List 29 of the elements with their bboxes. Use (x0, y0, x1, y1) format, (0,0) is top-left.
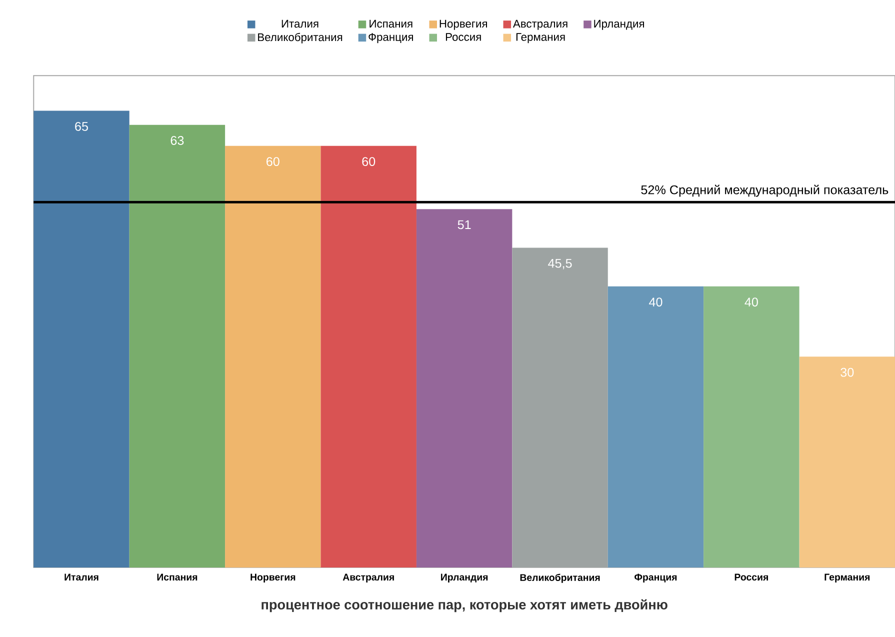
data-label: 60 (362, 156, 376, 166)
legend-label: Германия (516, 32, 565, 43)
legend-label: Италия (282, 20, 318, 28)
x-tick-label: Франция (634, 574, 677, 582)
x-tick-label: Россия (734, 574, 768, 580)
legend-label: Австралия (512, 20, 568, 30)
data-label: 51 (458, 220, 471, 229)
legend-label: Испания (370, 20, 412, 28)
data-label: 30 (840, 368, 854, 377)
data-label: 60 (266, 156, 280, 166)
x-tick-label: Германия (824, 574, 870, 582)
x-axis-title: процентное соотношение пар, которые хотят иметь двойню (262, 599, 668, 612)
ref-line-label: 52% Средний международный показатель (641, 184, 888, 197)
data-label: 63 (170, 136, 184, 145)
data-label: 40 (744, 297, 758, 306)
data-label: 65 (75, 122, 88, 131)
legend-label: Ирландия (594, 20, 644, 30)
legend-label: Великобритания (258, 32, 342, 44)
legend-label: Франция (368, 32, 413, 44)
x-tick-label: Австралия (342, 574, 394, 582)
x-tick-label: Испания (157, 574, 198, 580)
x-tick-label: Ирландия (441, 574, 488, 582)
data-label: 40 (649, 297, 662, 306)
legend-label: Россия (446, 32, 481, 41)
data-label: 45,5 (548, 258, 572, 270)
x-tick-label: Великобритания (520, 574, 600, 583)
x-tick-label: Италия (64, 574, 98, 580)
legend-label: Норвегия (440, 20, 487, 30)
x-tick-label: Норвегия (250, 574, 296, 582)
